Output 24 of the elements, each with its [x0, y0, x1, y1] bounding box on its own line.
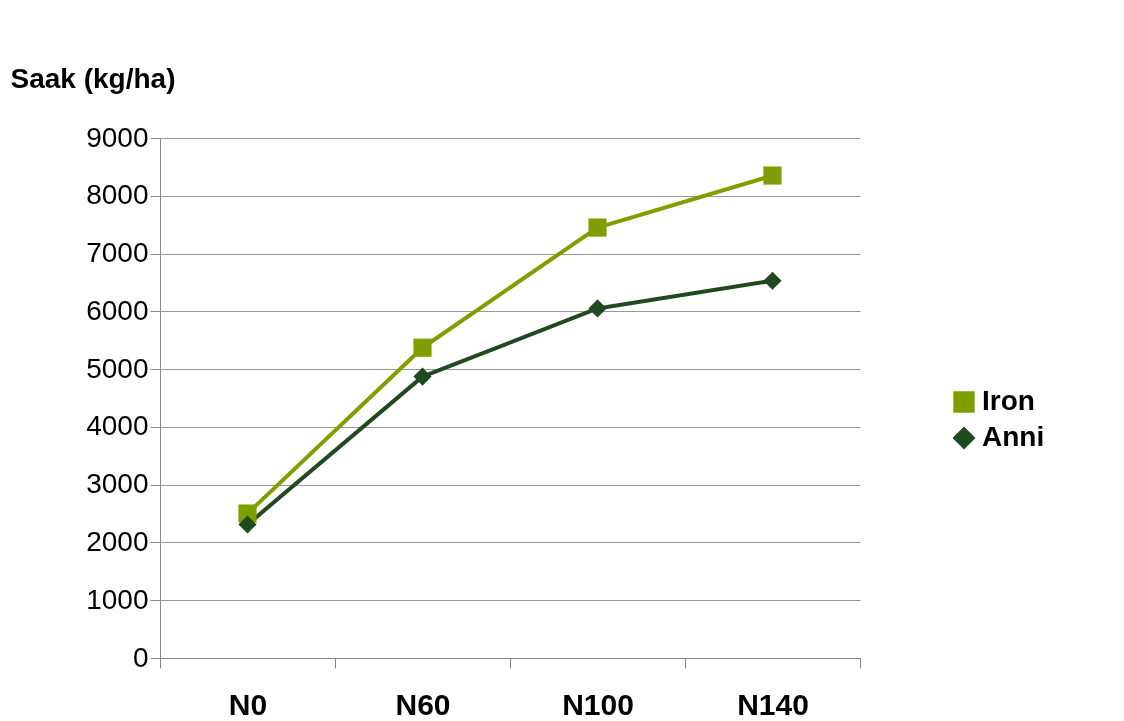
point	[588, 218, 607, 237]
x-tick-label: N60	[395, 687, 451, 721]
y-tick-label: 0	[132, 641, 149, 673]
point	[763, 271, 782, 290]
y-tick-label: 8000	[86, 179, 149, 211]
x-tick-label: N140	[737, 687, 809, 721]
y-tick-label: 4000	[86, 410, 149, 442]
y-tick-label: 1000	[86, 583, 149, 615]
y-tick-label: 6000	[86, 294, 149, 326]
legend-label: Anni	[982, 421, 1045, 452]
y-axis-title: Saak (kg/ha)	[10, 62, 176, 94]
legend-label: Iron	[982, 385, 1035, 416]
x-tick-label: N100	[562, 687, 634, 721]
x-tick-label: N0	[228, 687, 268, 721]
y-tick-label: 5000	[86, 352, 149, 384]
point	[413, 338, 432, 357]
y-tick-label: 9000	[86, 121, 149, 153]
point	[238, 515, 257, 534]
point	[588, 299, 607, 318]
y-tick-label: 7000	[86, 237, 149, 269]
y-tick-label: 3000	[86, 468, 149, 500]
point	[413, 367, 432, 386]
y-tick-label: 2000	[86, 525, 149, 557]
point	[763, 166, 782, 185]
